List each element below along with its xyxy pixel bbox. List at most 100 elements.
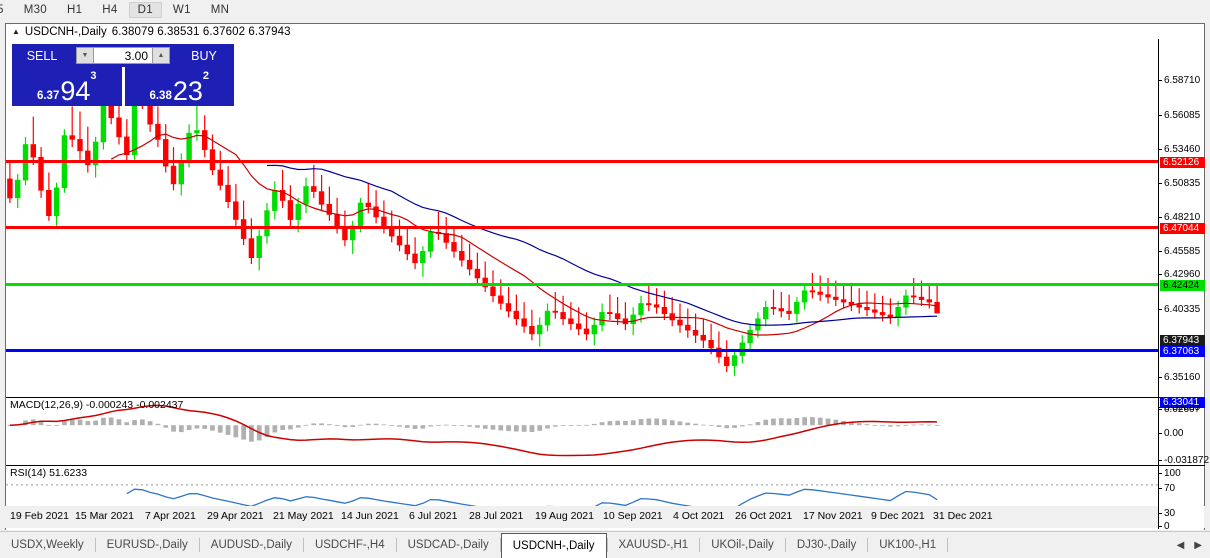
price-tick: 6.35160: [1159, 372, 1205, 383]
price-level-tag[interactable]: 6.33041: [1160, 397, 1205, 408]
chart-tab-audusd-daily[interactable]: AUDUSD-,Daily: [210, 539, 292, 551]
chart-tab-uk100-h1[interactable]: UK100-,H1: [879, 539, 937, 551]
price-tick: 6.53460: [1159, 144, 1205, 155]
buy-button[interactable]: BUY: [174, 44, 234, 67]
price-level-tag[interactable]: 6.37063: [1160, 346, 1205, 357]
price-plot[interactable]: [6, 39, 1158, 395]
tick-label: 30: [1164, 508, 1176, 519]
timeframe-h4[interactable]: H4: [102, 4, 118, 16]
sell-button[interactable]: SELL: [12, 44, 72, 67]
chart-tab-ukoil-daily[interactable]: UKOil-,Daily: [711, 539, 774, 551]
timeframe-mn[interactable]: MN: [210, 4, 230, 16]
date-axis-label: 9 Dec 2021: [871, 510, 925, 522]
tab-separator: [94, 538, 96, 552]
price-level-tag[interactable]: 6.52126: [1160, 157, 1205, 168]
tick-dash: [1159, 309, 1162, 310]
support-line-green[interactable]: [6, 283, 1158, 286]
chart-tab-usdcnh-daily[interactable]: USDCNH-,Daily: [500, 533, 607, 558]
tick-label: 6.48210: [1164, 212, 1201, 223]
tick-dash: [1159, 488, 1162, 489]
price-scale[interactable]: 6.58710 6.56085 6.53460 6.50835 6.48210 6.455…: [1158, 39, 1209, 532]
timeframe-m30[interactable]: M30: [23, 4, 47, 16]
volume-input[interactable]: 3.00: [94, 47, 152, 64]
chart-tab-usdx-weekly[interactable]: USDX,Weekly: [11, 539, 84, 551]
date-axis-label: 10 Sep 2021: [603, 510, 663, 522]
date-axis-label: 19 Feb 2021: [10, 510, 69, 522]
tab-separator: [699, 538, 701, 552]
chart-tabs: USDX,Weekly EURUSD-,Daily AUDUSD-,Daily USD…: [0, 531, 1210, 558]
rsi-tick: 0: [1159, 521, 1205, 532]
volume-increase-icon[interactable]: ▲: [152, 47, 170, 64]
trade-panel-prices: 6.37 94 3 6.38 23 2: [12, 67, 234, 106]
chart-tab-usdcad-daily[interactable]: USDCAD-,Daily: [407, 539, 489, 551]
price-level-tag[interactable]: 6.42424: [1160, 280, 1205, 291]
tick-dash: [1159, 377, 1162, 378]
sell-price-big: 94: [60, 76, 91, 106]
tab-separator: [198, 538, 200, 552]
tick-dash: [1159, 409, 1162, 410]
macd-pane[interactable]: MACD(12,26,9) -0.000243 -0.002437: [6, 397, 1204, 465]
tab-separator: [302, 538, 304, 552]
price-tick: 6.58710: [1159, 75, 1205, 86]
tick-label: -0.031872: [1164, 455, 1210, 466]
tick-label: 0.02607: [1164, 404, 1201, 415]
resistance-line-1[interactable]: [6, 160, 1158, 163]
tick-label: 0: [1164, 521, 1170, 532]
tab-separator: [947, 538, 949, 552]
tab-separator: [867, 538, 869, 552]
tick-dash: [1159, 149, 1162, 150]
chart-window: ▲ USDCNH-,Daily 6.38079 6.38531 6.37602 …: [5, 23, 1209, 532]
chart-tab-xauusd-h1[interactable]: XAUUSD-,H1: [618, 539, 689, 551]
volume-decrease-icon[interactable]: ▼: [76, 47, 94, 64]
price-tick: 6.42960: [1159, 269, 1205, 280]
tick-label: 6.40335: [1164, 304, 1201, 315]
date-axis-label: 21 May 2021: [273, 510, 334, 522]
timeframe-h1[interactable]: H1: [66, 4, 83, 16]
buy-price-prefix: 6.38: [149, 90, 172, 102]
tick-label: 0.00: [1164, 428, 1184, 439]
ohlc-values: 6.38079 6.38531 6.37602 6.37943: [111, 25, 291, 38]
price-tick: 6.50835: [1159, 178, 1205, 189]
date-axis-label: 31 Dec 2021: [933, 510, 993, 522]
sell-price-sup: 3: [90, 70, 97, 82]
date-axis-label: 26 Oct 2021: [735, 510, 793, 522]
tick-dash: [1159, 460, 1162, 461]
collapse-caret-icon[interactable]: ▲: [12, 26, 20, 36]
sell-price-display[interactable]: 6.37 94 3: [12, 67, 122, 106]
macd-tick: 0.02607: [1159, 404, 1205, 415]
macd-plot[interactable]: [6, 398, 1158, 465]
price-level-tag[interactable]: 6.47044: [1160, 223, 1205, 234]
macd-tick: 0.00: [1159, 428, 1205, 439]
tick-dash: [1159, 433, 1162, 434]
date-axis-label: 15 Mar 2021: [75, 510, 134, 522]
trade-panel-top: SELL ▼ 3.00 ▲ BUY: [12, 44, 234, 67]
rsi-label: RSI(14) 51.6233: [10, 467, 88, 479]
tick-dash: [1159, 251, 1162, 252]
tab-separator: [395, 538, 397, 552]
resistance-line-2[interactable]: [6, 226, 1158, 229]
volume-control[interactable]: ▼ 3.00 ▲: [72, 44, 174, 67]
buy-price-big: 23: [172, 76, 203, 106]
date-axis-label: 7 Apr 2021: [145, 510, 196, 522]
rsi-tick: 100: [1159, 468, 1205, 479]
symbol-name: USDCNH-,Daily: [24, 25, 107, 38]
chart-tab-dj30-daily[interactable]: DJ30-,Daily: [796, 539, 857, 551]
chart-tab-eurusd-daily[interactable]: EURUSD-,Daily: [106, 539, 188, 551]
buy-price-display[interactable]: 6.38 23 2: [124, 67, 234, 106]
support-line-blue-1[interactable]: [6, 349, 1158, 352]
tick-label: 6.45585: [1164, 246, 1201, 257]
one-click-trade-panel[interactable]: SELL ▼ 3.00 ▲ BUY 6.37 94 3 6.38 23 2: [12, 44, 234, 106]
date-axis-label: 14 Jun 2021: [341, 510, 399, 522]
timeframe-w1[interactable]: W1: [172, 4, 191, 16]
tick-label: 6.56085: [1164, 110, 1201, 121]
timeframe-m5[interactable]: 5: [0, 4, 4, 16]
macd-label: MACD(12,26,9) -0.000243 -0.002437: [10, 399, 184, 411]
chevron-right-icon[interactable]: ▶: [1194, 539, 1202, 551]
chevron-left-icon[interactable]: ◀: [1176, 539, 1185, 551]
price-level-tag[interactable]: 6.37943: [1160, 335, 1205, 346]
timeframe-d1[interactable]: D1: [128, 2, 162, 18]
price-tick: 6.48210: [1159, 212, 1205, 223]
chart-tab-usdchf-h4[interactable]: USDCHF-,H4: [314, 539, 385, 551]
symbol-header: ▲ USDCNH-,Daily 6.38079 6.38531 6.37602 …: [6, 24, 1204, 39]
date-axis-label: 29 Apr 2021: [207, 510, 264, 522]
